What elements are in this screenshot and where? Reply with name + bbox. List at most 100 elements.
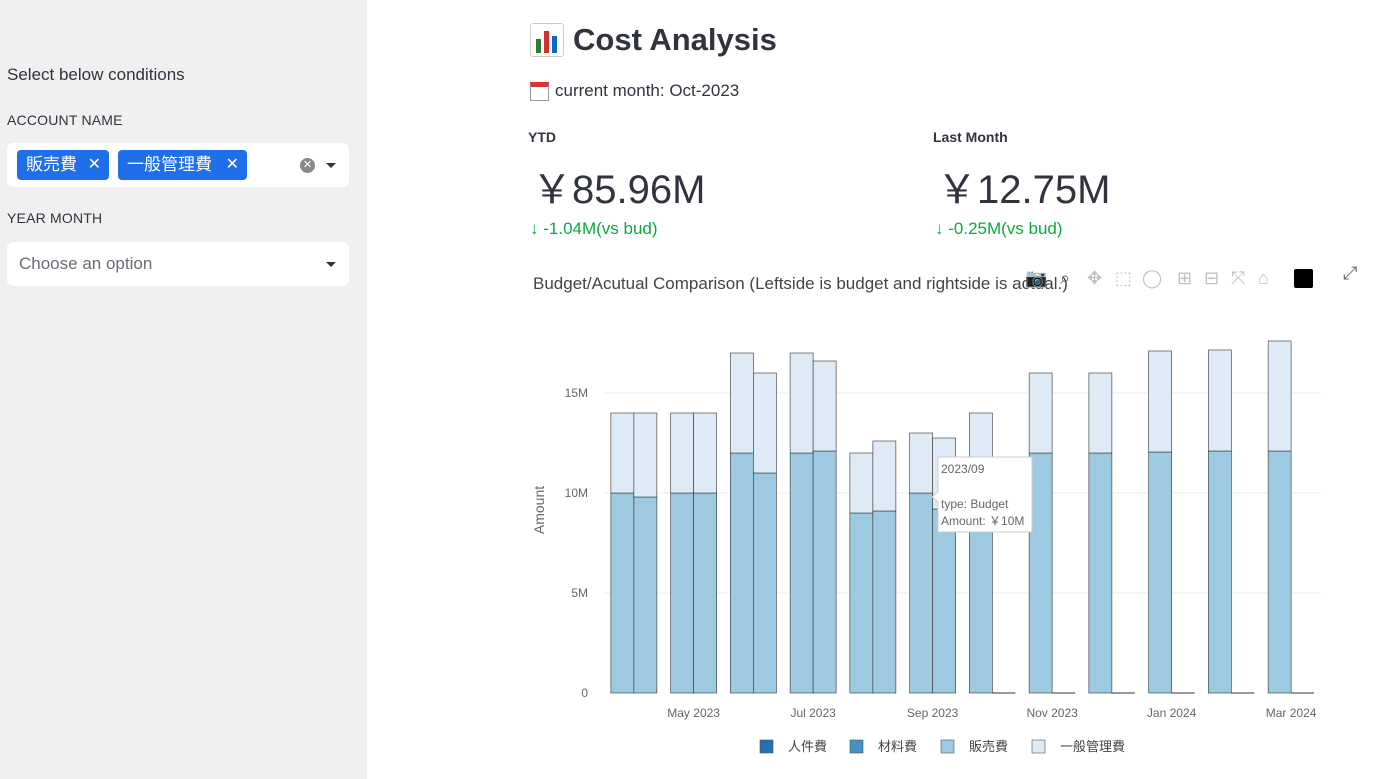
account-name-label: ACCOUNT NAME	[7, 112, 123, 128]
year-month-select[interactable]: Choose an option	[7, 242, 349, 286]
page-title: Cost Analysis	[530, 22, 777, 58]
hover-amount: Amount: ￥10M	[941, 514, 1024, 528]
metric-delta-ytd: ↓ -1.04M(vs bud)	[530, 219, 658, 239]
legend-label: 一般管理費	[1060, 739, 1125, 754]
bar-budget	[789, 452, 814, 694]
hover-type: type: Budget	[941, 497, 1009, 511]
pan-icon[interactable]: ✥	[1087, 268, 1103, 288]
legend-label: 人件費	[788, 739, 827, 754]
remove-tag-icon[interactable]: ✕	[225, 156, 239, 173]
account-tag-label: 一般管理費	[127, 155, 212, 174]
bar-actual	[812, 360, 837, 452]
account-name-multiselect[interactable]: 販売費 ✕ 一般管理費 ✕ ✕	[7, 143, 349, 187]
legend-swatch	[940, 739, 955, 754]
fullscreen-icon[interactable]: ⤢	[1343, 263, 1358, 283]
bar-budget	[789, 352, 814, 454]
bar-budget	[849, 512, 874, 694]
bar-budget	[909, 432, 933, 494]
bar-budget	[670, 412, 694, 494]
chevron-down-icon[interactable]	[326, 262, 336, 267]
plotly-logo-icon[interactable]	[1294, 269, 1313, 288]
year-month-placeholder: Choose an option	[19, 254, 153, 273]
chevron-down-icon[interactable]	[326, 163, 336, 168]
bar-budget	[849, 452, 874, 514]
reset-icon[interactable]: ⌂	[1258, 268, 1269, 288]
y-tick-label: 5M	[571, 586, 588, 600]
y-axis-label: Amount	[531, 486, 547, 534]
bar-chart-icon	[530, 23, 564, 57]
bar-budget	[610, 412, 635, 494]
bar-actual	[753, 472, 777, 694]
bar-budget	[1267, 450, 1292, 694]
clear-all-icon[interactable]: ✕	[300, 158, 315, 173]
account-tag[interactable]: 一般管理費 ✕	[118, 150, 247, 180]
bar-budget	[1028, 452, 1053, 694]
zoom-icon[interactable]: ⌕	[1060, 268, 1071, 288]
x-tick-label: May 2023	[667, 706, 720, 720]
legend-swatch	[849, 739, 864, 754]
x-tick-label: Jan 2024	[1147, 706, 1197, 720]
bar-actual	[693, 412, 717, 494]
bar-actual	[872, 440, 897, 512]
metric-delta-text: -1.04M(vs bud)	[543, 219, 658, 238]
x-tick-label: Jul 2023	[790, 706, 836, 720]
metric-label-last-month: Last Month	[933, 129, 1008, 145]
metric-delta-text: -0.25M(vs bud)	[948, 219, 1063, 238]
bar-budget	[1028, 372, 1053, 454]
lasso-icon[interactable]: ◯	[1142, 268, 1163, 288]
x-tick-label: Nov 2023	[1026, 706, 1078, 720]
metric-label-ytd: YTD	[528, 129, 556, 145]
bar-budget	[1208, 450, 1232, 694]
metric-value-ytd: ￥85.96M	[532, 168, 706, 212]
hover-tooltip	[931, 456, 1033, 533]
hover-title: 2023/09	[941, 462, 985, 476]
chart-title: Budget/Acutual Comparison (Leftside is b…	[533, 274, 1068, 293]
page-title-text: Cost Analysis	[573, 22, 777, 57]
bar-budget	[1208, 349, 1232, 452]
bar-budget	[730, 352, 754, 454]
bar-budget	[1267, 340, 1292, 452]
remove-tag-icon[interactable]: ✕	[87, 156, 101, 173]
bar-budget	[1148, 350, 1172, 453]
legend-swatch	[1031, 739, 1046, 754]
metric-delta-last-month: ↓ -0.25M(vs bud)	[935, 219, 1063, 239]
legend-swatch	[759, 739, 774, 754]
bar-actual	[872, 510, 897, 694]
autoscale-icon[interactable]: ⤧	[1231, 268, 1246, 288]
bar-budget	[1088, 452, 1113, 694]
current-month-text: current month: Oct-2023	[555, 81, 740, 100]
x-tick-label: Mar 2024	[1266, 706, 1317, 720]
arrow-down-icon: ↓	[935, 219, 944, 238]
bar-budget	[610, 492, 635, 694]
bar-actual	[633, 412, 658, 498]
bar-budget	[1088, 372, 1113, 454]
bar-actual	[753, 372, 777, 474]
chart-svg: 0 5M 10M 15M Amount May 2023 Jul 2023 Sep 2023 N…	[531, 340, 1321, 754]
bar-budget	[1148, 451, 1172, 694]
zoom-in-icon[interactable]: ⊞	[1177, 268, 1193, 288]
arrow-down-icon: ↓	[530, 219, 539, 238]
legend-label: 材料費	[878, 739, 917, 754]
box-select-icon[interactable]: ⬚	[1115, 268, 1133, 288]
bar-actual	[812, 450, 837, 694]
y-tick-label: 10M	[565, 486, 588, 500]
sidebar: Select below conditions ACCOUNT NAME 販売費…	[0, 0, 367, 779]
zoom-out-icon[interactable]: ⊟	[1204, 268, 1220, 288]
year-month-label: YEAR MONTH	[7, 210, 103, 226]
camera-icon[interactable]: 📷	[1025, 268, 1048, 288]
account-tag-label: 販売費	[26, 155, 77, 174]
bar-actual	[932, 437, 956, 510]
y-tick-label: 15M	[565, 386, 588, 400]
account-tag[interactable]: 販売費 ✕	[17, 150, 109, 180]
bar-budget	[909, 492, 933, 694]
bar-actual	[932, 508, 956, 694]
bar-actual	[633, 496, 658, 694]
bar-budget	[969, 492, 993, 694]
y-tick-label: 0	[581, 686, 588, 700]
legend-label: 販売費	[969, 739, 1008, 754]
sidebar-heading: Select below conditions	[7, 65, 185, 84]
bar-budget	[730, 452, 754, 694]
x-tick-label: Sep 2023	[907, 706, 959, 720]
calendar-icon	[530, 81, 549, 101]
bar-actual	[693, 492, 717, 694]
